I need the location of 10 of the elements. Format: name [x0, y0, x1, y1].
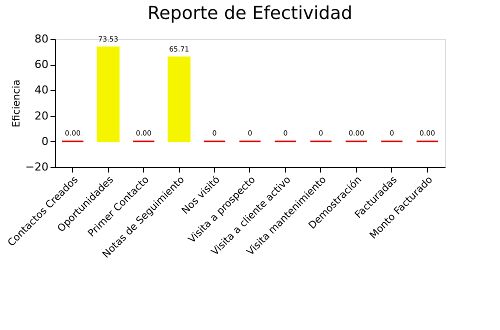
bar	[168, 56, 190, 142]
y-tick-label: 0	[42, 134, 48, 148]
chart-title: Reporte de Efectividad	[148, 3, 352, 24]
y-tick-label: 60	[34, 58, 48, 72]
y-tick-label: −20	[25, 160, 48, 174]
y-axis-title: Eficiencia	[11, 80, 22, 128]
bar	[96, 46, 120, 142]
y-tick-label: 40	[34, 84, 48, 97]
y-tick-label: 80	[34, 32, 48, 46]
y-tick-label: 20	[34, 109, 48, 122]
